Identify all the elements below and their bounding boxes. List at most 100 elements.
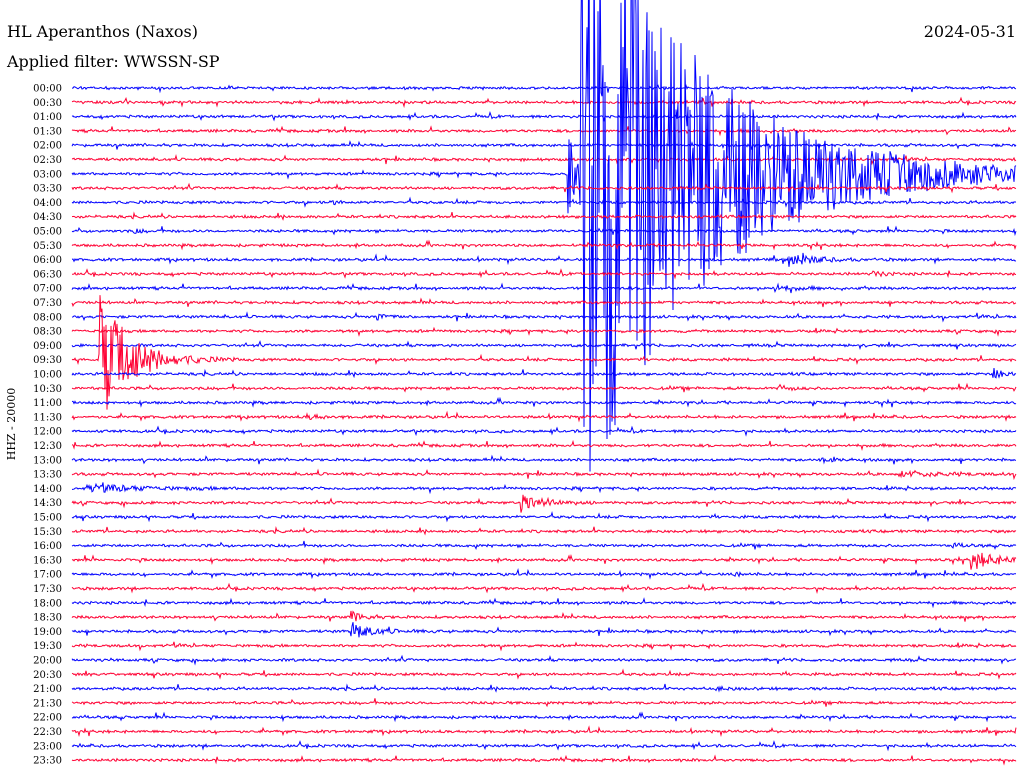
- trace-line: [71, 754, 1017, 766]
- time-tick-label: 10:30: [33, 384, 62, 395]
- trace-line: [71, 610, 1017, 622]
- trace-line: [71, 252, 1017, 267]
- trace-line: [71, 182, 1017, 194]
- trace-line: [71, 196, 1017, 208]
- trace-line: [71, 382, 1017, 393]
- trace-line: [71, 153, 1017, 166]
- time-tick-label: 06:00: [33, 255, 62, 266]
- trace-line: [71, 511, 1017, 523]
- time-tick-label: 22:00: [33, 713, 62, 724]
- time-tick-label: 20:30: [33, 670, 62, 681]
- trace-line: [71, 711, 1017, 723]
- time-tick-label: 22:30: [33, 727, 62, 738]
- time-tick-label: 00:00: [33, 84, 62, 95]
- trace-line: [71, 140, 1017, 150]
- trace-line: [71, 410, 1017, 423]
- trace-line: [71, 225, 1017, 237]
- trace-line: [71, 526, 1017, 536]
- station-title: HL Aperanthos (Naxos): [7, 22, 198, 41]
- trace-line: [72, 268, 1017, 280]
- trace-line: [71, 340, 1017, 351]
- time-tick-label: 05:00: [33, 227, 62, 238]
- trace-line: [71, 297, 1017, 308]
- time-tick-label: 19:30: [33, 641, 62, 652]
- time-tick-label: 17:00: [33, 570, 62, 581]
- trace-line: [72, 84, 1017, 94]
- trace-line: [71, 552, 1017, 570]
- trace-line: [71, 540, 1017, 550]
- time-tick-label: 19:00: [33, 627, 62, 638]
- time-tick-label: 10:00: [33, 370, 62, 381]
- time-tick-label: 03:30: [33, 184, 62, 195]
- trace-line: [71, 668, 1017, 680]
- time-tick-label: 15:30: [33, 527, 62, 538]
- trace-line: [71, 597, 1017, 609]
- channel-label: HHZ - 20000: [5, 388, 18, 461]
- trace-line: [71, 326, 1017, 337]
- time-tick-label: 23:00: [33, 741, 62, 752]
- time-tick-label: 11:00: [33, 398, 62, 409]
- trace-line: [71, 425, 1017, 437]
- time-tick-labels: 00:00 00:30 01:00 01:30 02:00 02:30 03:00 03:30…: [33, 84, 62, 767]
- trace-line: [71, 494, 1017, 513]
- time-tick-label: 09:30: [33, 355, 62, 366]
- time-tick-label: 05:30: [33, 241, 62, 252]
- time-tick-label: 13:30: [33, 470, 62, 481]
- time-tick-label: 21:30: [33, 698, 62, 709]
- time-tick-label: 21:00: [33, 684, 62, 695]
- time-tick-label: 06:30: [33, 269, 62, 280]
- trace-line: [71, 582, 1017, 595]
- time-tick-label: 16:00: [33, 541, 62, 552]
- trace-line: [71, 239, 1017, 251]
- time-tick-label: 01:00: [33, 112, 62, 123]
- trace-lines: [71, 0, 1017, 766]
- trace-line: [71, 468, 1017, 481]
- time-tick-label: 07:30: [33, 298, 62, 309]
- time-tick-label: 08:00: [33, 312, 62, 323]
- time-tick-label: 18:30: [33, 613, 62, 624]
- time-tick-label: 14:00: [33, 484, 62, 495]
- time-tick-label: 04:30: [33, 212, 62, 223]
- record-date: 2024-05-31: [924, 22, 1016, 41]
- time-tick-label: 20:00: [33, 656, 62, 667]
- trace-line: [71, 282, 1017, 294]
- trace-line: [71, 654, 1017, 666]
- trace-line: [71, 641, 1017, 652]
- time-tick-label: 17:30: [33, 584, 62, 595]
- time-tick-label: 04:00: [33, 198, 62, 209]
- trace-line: [71, 567, 1016, 580]
- time-tick-label: 02:00: [33, 141, 62, 152]
- trace-line: [71, 396, 1017, 409]
- trace-line: [71, 125, 1017, 137]
- trace-line: [71, 622, 1017, 638]
- time-tick-label: 18:00: [33, 598, 62, 609]
- time-tick-label: 15:00: [33, 513, 62, 524]
- time-tick-label: 00:30: [33, 98, 62, 109]
- trace-line: [71, 454, 1016, 465]
- trace-line: [71, 311, 1017, 323]
- trace-line: [71, 367, 1017, 379]
- time-tick-label: 02:30: [33, 155, 62, 166]
- time-tick-label: 13:00: [33, 455, 62, 466]
- trace-line: [71, 0, 1017, 472]
- time-tick-label: 14:30: [33, 498, 62, 509]
- time-tick-label: 08:30: [33, 327, 62, 338]
- trace-line: [71, 439, 1017, 451]
- trace-line: [71, 295, 1017, 410]
- trace-line: [71, 96, 1017, 109]
- time-tick-label: 03:00: [33, 169, 62, 180]
- time-tick-label: 12:00: [33, 427, 62, 438]
- time-tick-label: 12:30: [33, 441, 62, 452]
- trace-line: [71, 740, 1017, 752]
- trace-line: [71, 211, 1017, 221]
- time-tick-label: 16:30: [33, 555, 62, 566]
- filter-label: Applied filter: WWSSN-SP: [6, 52, 220, 71]
- trace-line: [71, 725, 1017, 738]
- time-tick-label: 09:00: [33, 341, 62, 352]
- time-tick-label: 01:30: [33, 126, 62, 137]
- time-tick-label: 23:30: [33, 756, 62, 767]
- trace-line: [71, 698, 1017, 708]
- time-tick-label: 07:00: [33, 284, 62, 295]
- trace-line: [71, 110, 1017, 123]
